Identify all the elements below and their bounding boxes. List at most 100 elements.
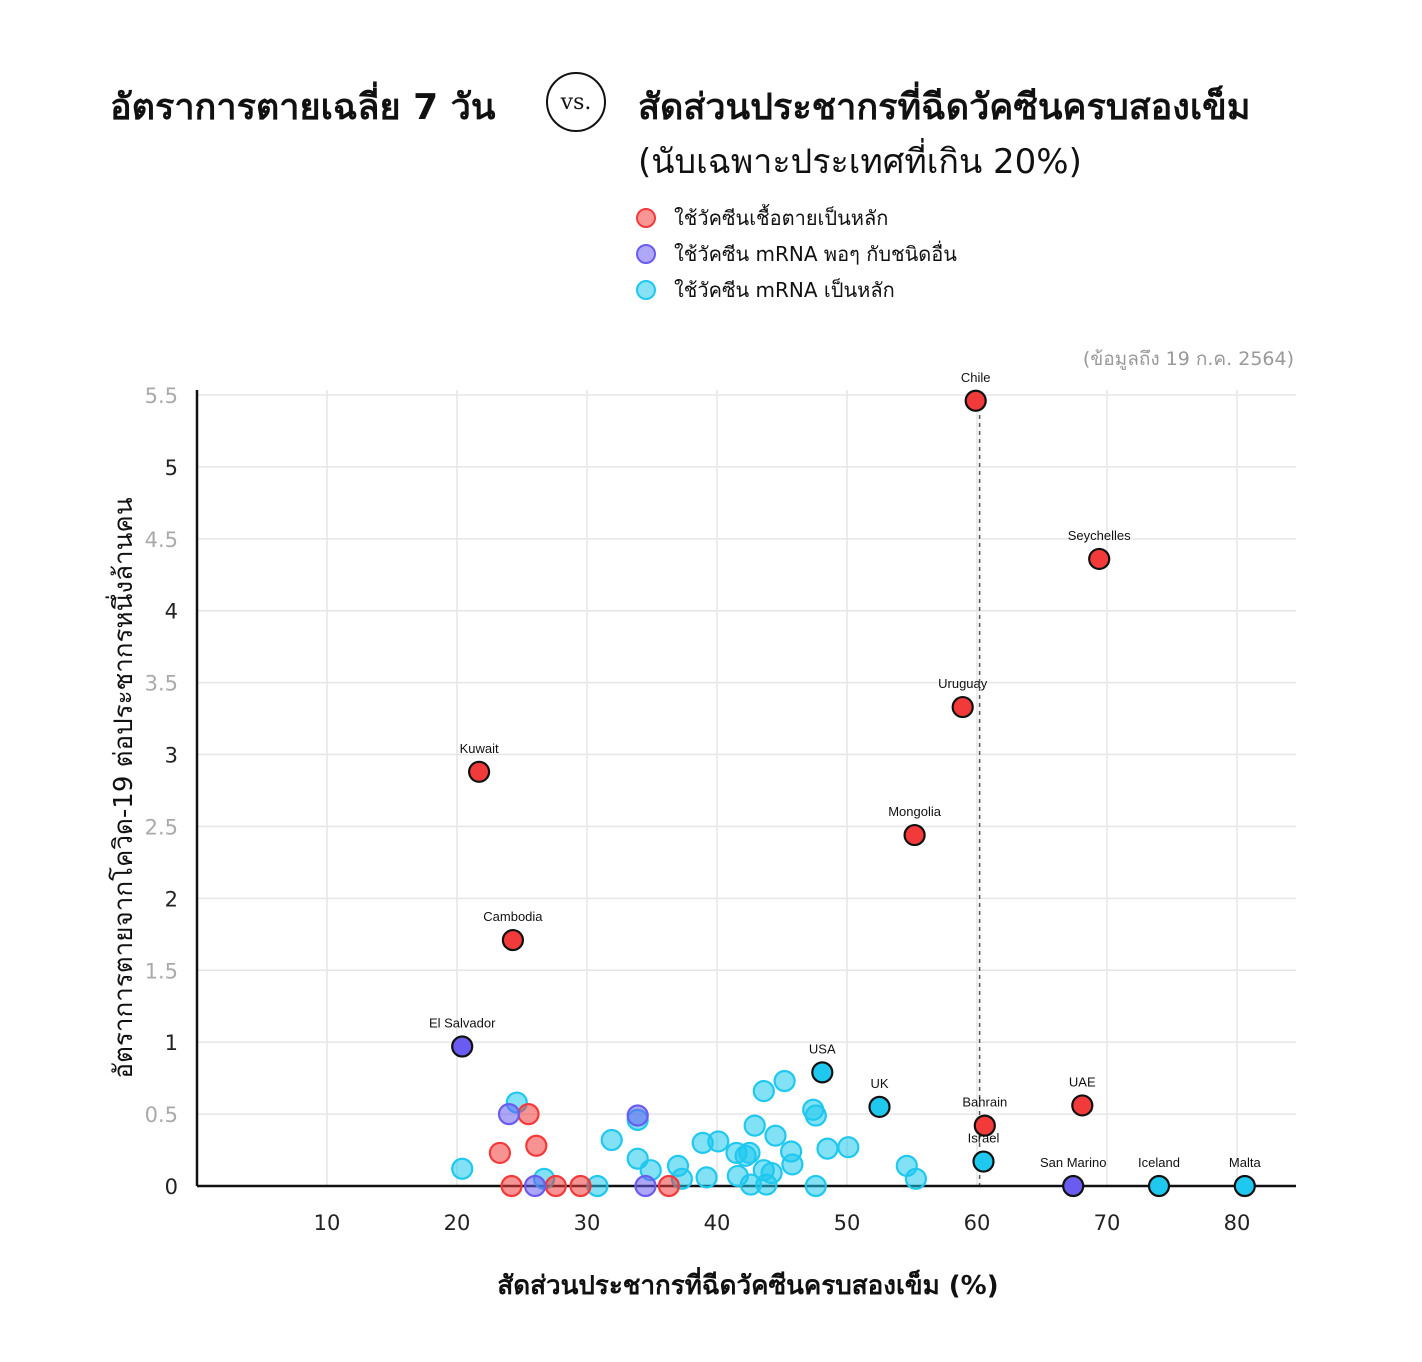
title-left: อัตราการตายเฉลี่ย 7 วัน [110, 87, 496, 128]
data-point-mrna [451, 1157, 474, 1180]
data-point-mrna [600, 1128, 623, 1152]
data-point-mrna [781, 1153, 804, 1176]
point-label-uae: UAE [1069, 1074, 1096, 1089]
data-point-mrna [760, 1161, 783, 1185]
data-points [451, 389, 1256, 1198]
y-tick-label: 5 [165, 456, 178, 480]
legend-item-mrna: ใช้วัคซีน mRNA เป็นหลัก [636, 272, 957, 308]
point-label-uruguay: Uruguay [938, 676, 988, 691]
data-point-mrna [695, 1166, 718, 1189]
y-tick-label: 3.5 [145, 672, 178, 696]
x-tick-label: 60 [964, 1211, 991, 1235]
data-point-mixed [497, 1102, 521, 1126]
y-tick-label: 0 [165, 1175, 178, 1199]
data-point-mrna [904, 1167, 928, 1190]
vs-badge: vs. [546, 72, 606, 132]
data-point-uruguay [951, 695, 974, 719]
data-point-inactivated [488, 1141, 511, 1165]
x-tick-label: 80 [1224, 1211, 1251, 1235]
tick-labels: 10 20 30 40 50 60 70 80 0 0.5 1 1.5 2 2.5 3 3.5 4 4.5 5 5.5 [145, 384, 1251, 1235]
data-point-usa [811, 1061, 834, 1084]
point-label-uk: UK [870, 1076, 888, 1091]
data-point-cambodia [501, 928, 525, 952]
data-point-uk [868, 1095, 891, 1119]
grid-lines [197, 390, 1296, 1186]
legend-label-inactivated: ใช้วัคซีนเชื้อตายเป็นหลัก [674, 206, 889, 230]
x-tick-label: 50 [834, 1211, 861, 1235]
data-point-chile [964, 389, 987, 412]
data-point-mrna [752, 1079, 775, 1103]
y-tick-label: 5.5 [145, 384, 178, 408]
data-point-israel [972, 1150, 995, 1173]
point-label-bahrain: Bahrain [962, 1095, 1007, 1110]
legend-marker-mixed [636, 244, 656, 264]
y-tick-label: 2.5 [145, 815, 178, 839]
data-point-iceland [1147, 1174, 1171, 1198]
data-point-inactivated [500, 1174, 523, 1198]
y-tick-label: 0.5 [145, 1103, 178, 1127]
data-point-mrna [773, 1069, 796, 1093]
data-point-inactivated [525, 1134, 548, 1157]
point-label-mongolia: Mongolia [888, 804, 942, 819]
data-point-el-salvador [451, 1035, 474, 1058]
point-label-seychelles: Seychelles [1068, 528, 1131, 543]
point-label-israel: Israel [968, 1131, 1000, 1146]
legend-label-mixed: ใช้วัคซีน mRNA พอๆ กับชนิดอื่น [674, 242, 957, 266]
point-label-chile: Chile [961, 370, 991, 385]
data-point-inactivated [517, 1102, 540, 1126]
data-point-mrna [804, 1174, 827, 1198]
y-axis-title: อัตราการตายจากโควิด-19 ต่อประชากรหนึ่งล้… [105, 497, 139, 1078]
data-date-note: (ข้อมูลถึง 19 ก.ค. 2564) [1082, 348, 1294, 370]
data-point-mongolia [903, 823, 926, 847]
data-point-bahrain [973, 1114, 996, 1137]
y-tick-label: 4 [165, 600, 178, 624]
x-axis-title: สัดส่วนประชากรที่ฉีดวัคซีนครบสองเข็ม (%) [497, 1266, 998, 1301]
legend-label-mrna: ใช้วัคซีน mRNA เป็นหลัก [674, 278, 895, 302]
point-label-malta: Malta [1229, 1155, 1262, 1170]
data-point-mrna [743, 1114, 766, 1137]
data-point-mixed [523, 1174, 547, 1198]
legend-item-mixed: ใช้วัคซีน mRNA พอๆ กับชนิดอื่น [636, 236, 957, 272]
legend-item-inactivated: ใช้วัคซีนเชื้อตายเป็นหลัก [636, 200, 957, 236]
x-tick-label: 70 [1094, 1211, 1121, 1235]
data-point-inactivated [544, 1174, 567, 1198]
data-point-mrna [837, 1136, 860, 1159]
data-point-inactivated [569, 1174, 592, 1198]
point-label-usa: USA [809, 1041, 836, 1056]
point-label-el-salvador: El Salvador [429, 1015, 496, 1030]
x-tick-label: 10 [314, 1211, 341, 1235]
data-point-mrna [804, 1104, 827, 1127]
point-labels: Chile Seychelles Uruguay Kuwait Mongolia Camb… [429, 370, 1262, 1170]
axes [195, 390, 1296, 1188]
title-right: สัดส่วนประชากรที่ฉีดวัคซีนครบสองเข็ม [638, 87, 1251, 128]
legend-marker-mrna [636, 280, 656, 300]
y-tick-label: 1 [165, 1031, 178, 1055]
legend-marker-inactivated [636, 208, 656, 228]
data-point-mrna [707, 1130, 730, 1153]
y-tick-label: 4.5 [145, 528, 178, 552]
data-point-san-marino [1062, 1174, 1085, 1198]
y-tick-label: 1.5 [145, 959, 178, 983]
legend: ใช้วัคซีนเชื้อตายเป็นหลัก ใช้วัคซีน mRNA… [636, 200, 957, 308]
data-point-mrna [764, 1124, 787, 1147]
subtitle: (นับเฉพาะประเทศที่เกิน 20%) [638, 142, 1082, 182]
point-label-san-marino: San Marino [1040, 1155, 1106, 1170]
data-point-seychelles [1088, 547, 1111, 571]
data-point-mrna [738, 1141, 761, 1165]
data-point-uae [1071, 1094, 1094, 1117]
data-point-mrna [816, 1137, 839, 1160]
data-point-malta [1233, 1174, 1256, 1198]
data-point-inactivated [657, 1174, 681, 1198]
vs-label: vs. [560, 89, 592, 115]
data-point-kuwait [468, 760, 491, 783]
y-tick-label: 2 [165, 887, 178, 911]
x-tick-label: 30 [574, 1211, 601, 1235]
data-point-mixed [634, 1174, 657, 1198]
point-label-iceland: Iceland [1138, 1155, 1180, 1170]
y-tick-label: 3 [165, 744, 178, 768]
x-tick-label: 20 [444, 1211, 471, 1235]
x-tick-label: 40 [704, 1211, 731, 1235]
data-point-mixed [626, 1104, 649, 1127]
point-label-kuwait: Kuwait [460, 741, 499, 756]
